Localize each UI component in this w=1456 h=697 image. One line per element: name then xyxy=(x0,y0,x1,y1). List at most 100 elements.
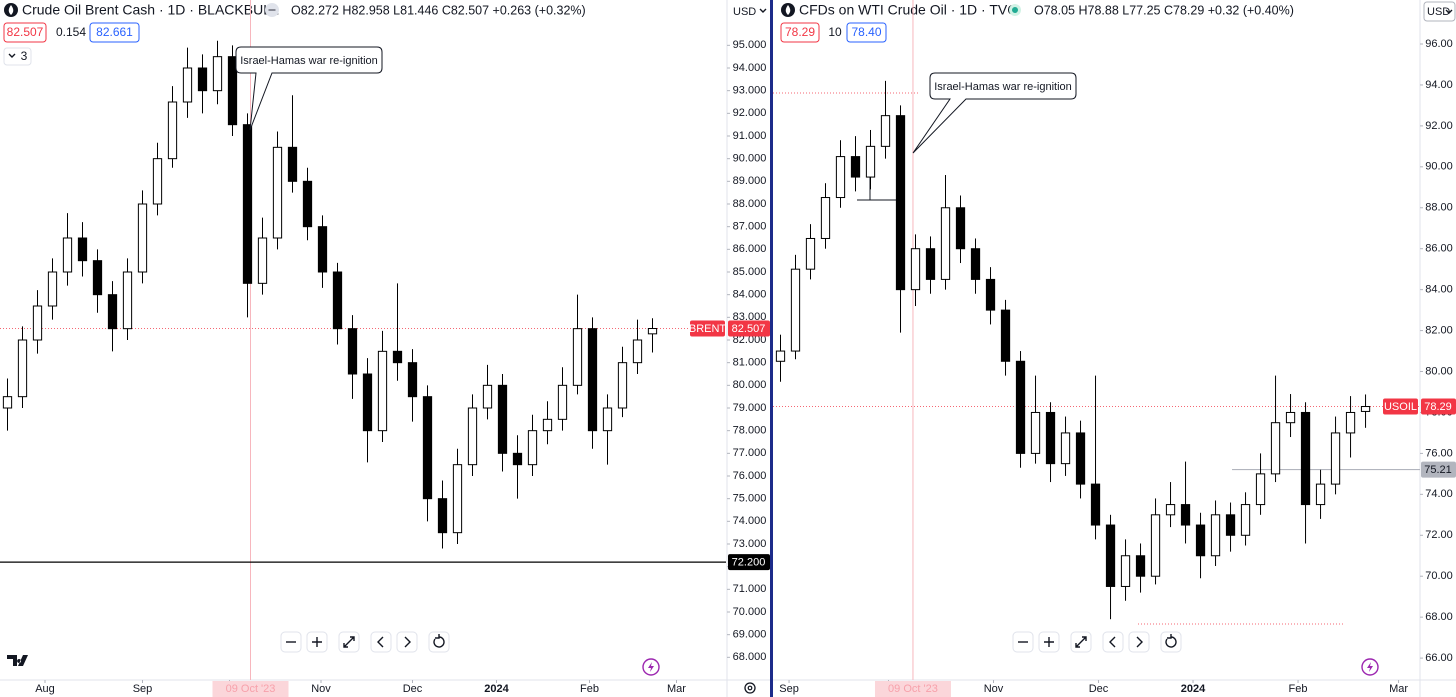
price-tag xyxy=(728,554,770,571)
price-tag-label: 75.21 xyxy=(1424,464,1452,476)
candle-body xyxy=(1015,360,1026,454)
scroll-right[interactable] xyxy=(396,631,418,653)
y-tick-label: 70.000 xyxy=(733,606,767,618)
x-tick-label: Feb xyxy=(1289,683,1308,695)
scroll-left[interactable] xyxy=(370,631,392,653)
alert-icon[interactable] xyxy=(642,658,660,676)
pane-divider xyxy=(770,0,773,697)
candle-body xyxy=(407,362,418,398)
candle-body xyxy=(1045,411,1056,465)
price-tag-label: 72.200 xyxy=(732,557,766,569)
settings-icon[interactable] xyxy=(744,682,756,694)
buy-price: 82.661 xyxy=(96,25,133,39)
x-tick-label: Feb xyxy=(580,683,599,695)
x-tick-label: Sep xyxy=(133,683,153,695)
y-tick-label: 96.00 xyxy=(1425,38,1453,50)
candle-body xyxy=(272,146,283,239)
symbol-title[interactable]: CFDs on WTI Crude Oil · 1D · TVC xyxy=(799,2,1017,18)
candle-body xyxy=(437,498,448,534)
currency-button[interactable] xyxy=(1423,1,1456,22)
reset-icon xyxy=(1165,634,1177,648)
candle-body xyxy=(1180,504,1191,526)
buy-box[interactable] xyxy=(89,22,140,43)
price-tag-label: 82.507 xyxy=(732,323,766,335)
chevron-icon xyxy=(1445,9,1453,14)
candle-body xyxy=(1195,524,1206,557)
candle-body xyxy=(242,124,253,284)
y-tick-label: 90.00 xyxy=(1425,161,1453,173)
buy-box[interactable] xyxy=(846,22,887,43)
date-marker-label: 09 Oct '23 xyxy=(226,683,276,695)
spread: 10 xyxy=(828,25,842,39)
symbol-title[interactable]: Crude Oil Brent Cash · 1D · BLACKBULL xyxy=(22,2,279,18)
candle-body xyxy=(512,452,523,466)
spread: 0.154 xyxy=(56,25,86,39)
reset-icon xyxy=(433,634,445,648)
y-tick-label: 91.000 xyxy=(733,130,767,142)
currency-label[interactable]: USD xyxy=(733,6,756,18)
scroll-right[interactable] xyxy=(1128,631,1150,653)
candle-body xyxy=(1225,514,1236,536)
candle-body xyxy=(347,328,358,375)
candle-body xyxy=(1240,504,1251,536)
candle-body xyxy=(910,248,921,291)
left-icon xyxy=(377,636,384,648)
x-tick-label: Sep xyxy=(779,683,799,695)
callout xyxy=(235,46,383,131)
candle-body xyxy=(970,248,981,280)
indicators-toggle[interactable] xyxy=(3,47,32,66)
y-tick-label: 88.000 xyxy=(733,198,767,210)
right-icon xyxy=(1136,636,1143,648)
y-tick-label: 84.00 xyxy=(1425,284,1453,296)
plus-icon xyxy=(312,637,322,647)
y-tick-label: 82.00 xyxy=(1425,324,1453,336)
sell-box[interactable] xyxy=(3,22,47,43)
tradingview-logo[interactable] xyxy=(7,655,28,666)
candle-body xyxy=(1075,432,1086,485)
candle-body xyxy=(422,396,433,500)
x-tick-label: Mar xyxy=(1389,683,1408,695)
x-tick-label: 2024 xyxy=(1181,683,1206,695)
alert-icon[interactable] xyxy=(1361,658,1379,676)
x-tick-label: Dec xyxy=(1089,683,1109,695)
candle-body xyxy=(1060,432,1071,465)
x-tick-label: Mar xyxy=(667,683,686,695)
chevron-icon xyxy=(759,8,767,13)
chevron-icon xyxy=(8,53,16,58)
candle-body xyxy=(182,67,193,103)
candle-body xyxy=(32,305,43,341)
reset-chart[interactable] xyxy=(428,631,450,653)
candle-body xyxy=(287,146,298,182)
y-tick-label: 71.000 xyxy=(733,583,767,595)
symbol-tag-label: USOIL xyxy=(1384,401,1417,413)
y-tick-label: 80.000 xyxy=(733,379,767,391)
price-tag xyxy=(1421,398,1456,415)
candle-body xyxy=(1345,411,1356,434)
sell-box[interactable] xyxy=(780,22,820,43)
expand-icon xyxy=(343,636,355,648)
y-tick-label: 72.00 xyxy=(1425,529,1453,541)
candle-body xyxy=(227,56,238,126)
indicator-count: 3 xyxy=(21,49,28,63)
y-tick-label: 79.000 xyxy=(733,402,767,414)
y-tick-label: 69.000 xyxy=(733,629,767,641)
y-tick-label: 86.000 xyxy=(733,243,767,255)
candle-body xyxy=(317,226,328,273)
candle-body xyxy=(122,271,133,330)
y-tick-label: 94.00 xyxy=(1425,79,1453,91)
symbol-tag-label: BRENT xyxy=(689,323,727,335)
date-marker-tag xyxy=(212,681,289,697)
candle-body xyxy=(1210,514,1221,557)
candle-body xyxy=(17,339,28,398)
y-tick-label: 93.000 xyxy=(733,85,767,97)
y-tick-label: 82.000 xyxy=(733,334,767,346)
y-tick-label: 95.000 xyxy=(733,39,767,51)
scroll-left[interactable] xyxy=(1102,631,1124,653)
annotation: Israel-Hamas war re-ignition xyxy=(934,81,1072,93)
reset-chart[interactable] xyxy=(1160,631,1182,653)
candle-body xyxy=(557,384,568,420)
y-tick-label: 92.00 xyxy=(1425,120,1453,132)
annotation: Israel-Hamas war re-ignition xyxy=(240,55,378,67)
